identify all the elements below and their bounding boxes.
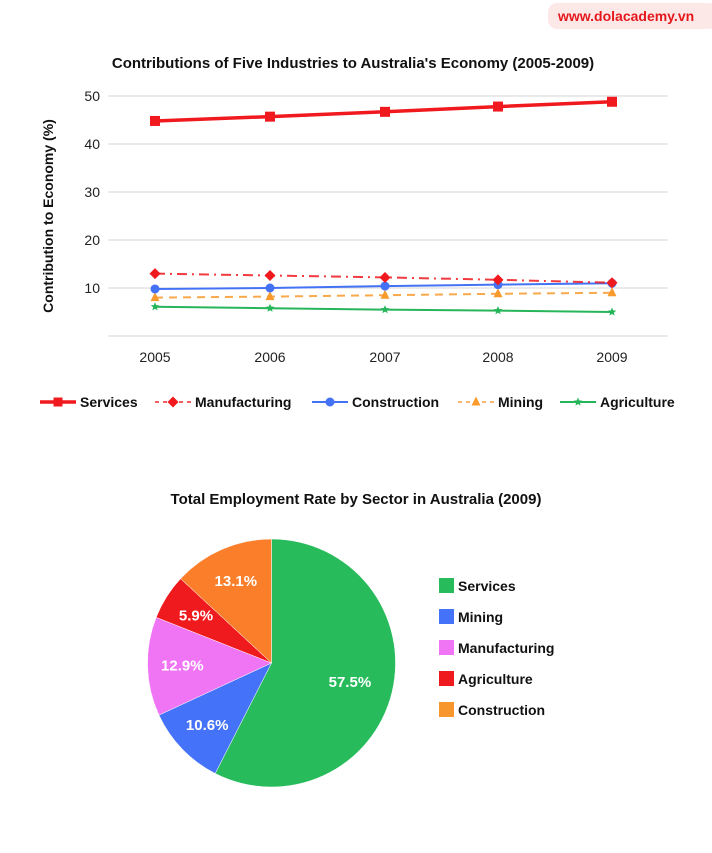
legend-swatch-mining: [439, 609, 454, 624]
data-point-services: [380, 106, 390, 117]
x-tick-label: 2006: [254, 349, 285, 365]
data-point-services: [607, 96, 617, 107]
data-point-services: [493, 101, 503, 112]
pie-chart-title: Total Employment Rate by Sector in Austr…: [171, 491, 542, 508]
pie-slice-services: [214, 538, 396, 788]
data-point-mining: [380, 289, 390, 299]
data-point-manufacturing: [606, 277, 618, 289]
data-point-manufacturing: [492, 274, 504, 286]
y-tick-label: 40: [84, 136, 100, 152]
website-url: www.dolacademy.vn: [558, 8, 695, 24]
data-point-services: [265, 111, 275, 122]
data-point-mining: [607, 287, 617, 297]
data-point-construction: [265, 283, 275, 293]
legend-label: Mining: [458, 609, 503, 625]
data-point-construction: [380, 281, 390, 291]
x-tick-label: 2005: [139, 349, 170, 365]
line-chart: 10 20 30 40 50 2005 2006 2007 2008 2009: [84, 88, 668, 365]
legend-marker-agriculture: [573, 397, 583, 406]
line-chart-title: Contributions of Five Industries to Aust…: [112, 55, 594, 72]
y-tick-label: 50: [84, 88, 100, 104]
legend-label: Manufacturing: [195, 394, 291, 410]
pie-slice-label: 12.9%: [161, 658, 204, 675]
legend-label: Mining: [498, 394, 543, 410]
legend-label: Manufacturing: [458, 640, 554, 656]
legend-swatch-agriculture: [439, 671, 454, 686]
data-point-agriculture: [150, 302, 160, 311]
x-tick-label: 2009: [596, 349, 627, 365]
data-point-agriculture: [607, 307, 617, 316]
data-point-construction: [150, 284, 160, 294]
pie-chart: 57.5% 10.6% 12.9% 5.9%13.1%: [147, 538, 396, 788]
y-axis-label: Contribution to Economy (%): [40, 119, 56, 313]
legend-marker-mining: [471, 396, 481, 406]
data-point-mining: [265, 291, 275, 301]
data-point-services: [150, 115, 160, 126]
legend-label: Agriculture: [600, 394, 675, 410]
website-badge[interactable]: www.dolacademy.vn: [548, 3, 712, 29]
pie-slice-label: 13.1%: [215, 573, 258, 590]
x-tick-label: 2008: [482, 349, 513, 365]
x-tick-label: 2007: [369, 349, 400, 365]
data-point-manufacturing: [379, 271, 391, 283]
data-point-manufacturing: [264, 270, 276, 282]
data-point-agriculture: [380, 305, 390, 314]
line-chart-legend: Services Manufacturing Construction Mining A…: [40, 394, 675, 410]
pie-slice-label: 5.9%: [179, 607, 213, 624]
legend-marker-construction: [325, 397, 335, 407]
y-tick-label: 10: [84, 280, 100, 296]
legend-marker-manufacturing: [167, 396, 179, 408]
legend-swatch-services: [439, 578, 454, 593]
pie-slice-mining: [158, 662, 273, 774]
data-point-agriculture: [265, 303, 275, 312]
series-line-manufacturing: [154, 272, 613, 284]
pie-slice-label: 10.6%: [186, 717, 229, 734]
legend-label: Services: [80, 394, 138, 410]
legend-marker-services: [53, 397, 63, 407]
pie-chart-legend: Services Mining Manufacturing Agriculture Co…: [439, 578, 554, 718]
pie-slice-manufacturing: [147, 617, 273, 716]
legend-label: Construction: [352, 394, 439, 410]
data-point-manufacturing: [149, 268, 161, 280]
data-point-mining: [150, 292, 160, 302]
legend-swatch-construction: [439, 702, 454, 717]
legend-label: Services: [458, 578, 516, 594]
legend-label: Agriculture: [458, 671, 533, 687]
data-point-mining: [493, 288, 503, 298]
y-tick-label: 30: [84, 184, 100, 200]
y-tick-label: 20: [84, 232, 100, 248]
legend-swatch-manufacturing: [439, 640, 454, 655]
legend-label: Construction: [458, 702, 545, 718]
pie-slice-construction: [180, 538, 272, 664]
data-point-agriculture: [493, 306, 503, 315]
pie-slice-label: 57.5%: [329, 674, 372, 691]
